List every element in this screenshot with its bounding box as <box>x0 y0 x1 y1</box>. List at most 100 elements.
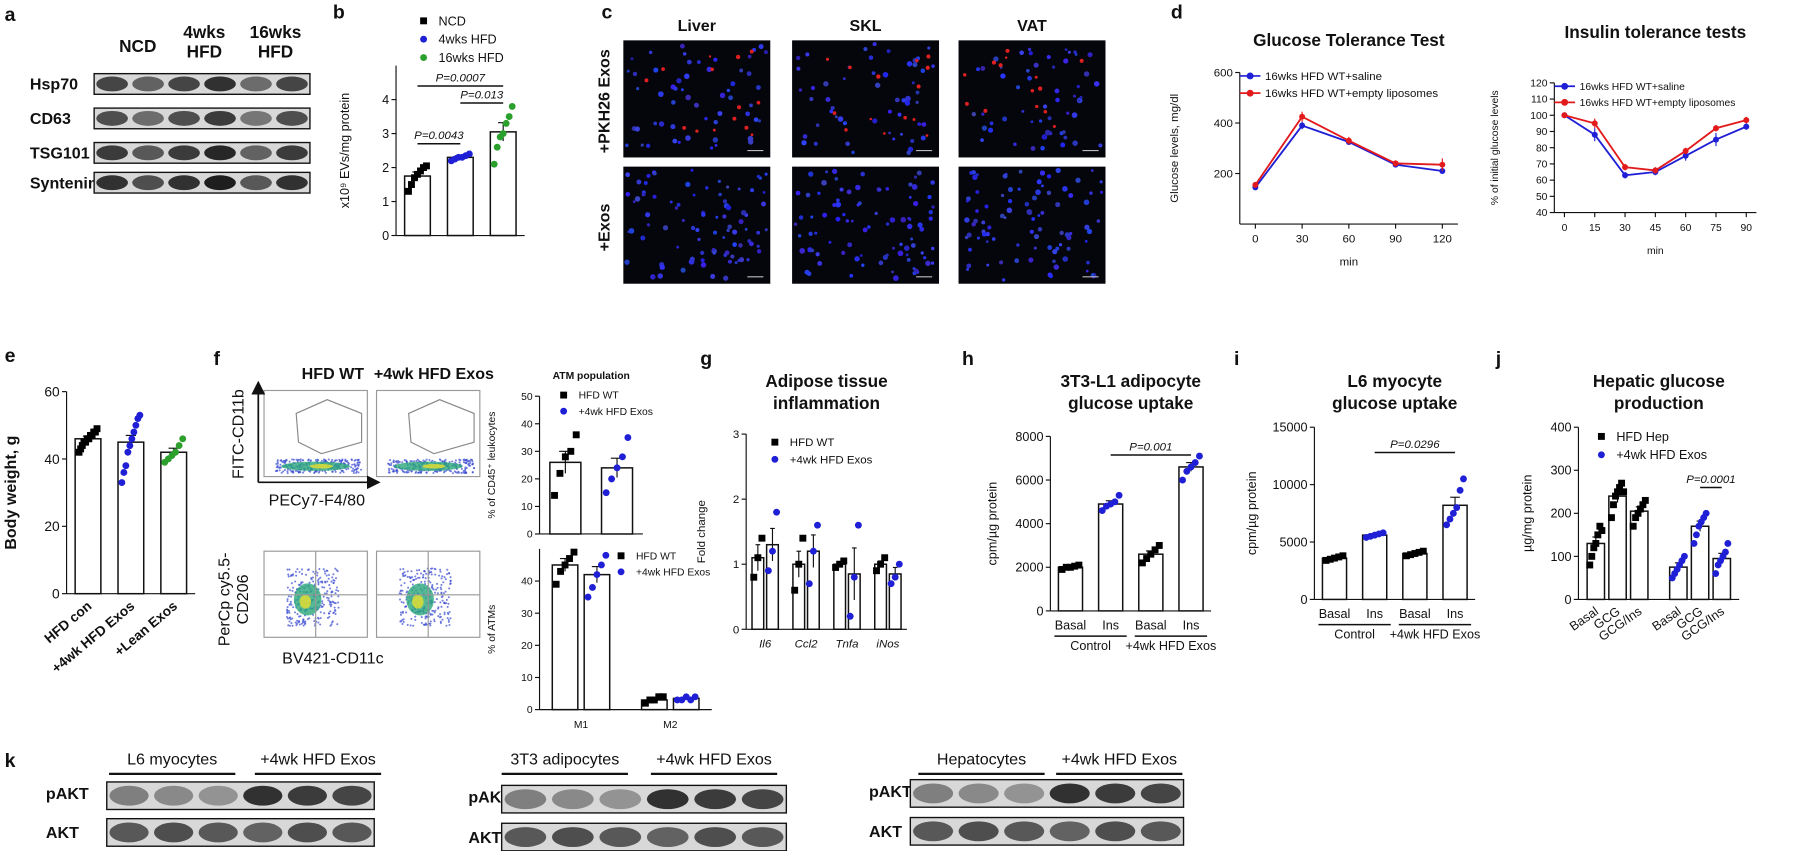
y-tick-label: 10000 <box>1272 478 1307 492</box>
flow-event <box>300 622 303 625</box>
flow-event <box>436 586 439 589</box>
axis-label: PECy7-F4/80 <box>269 491 365 509</box>
flow-event <box>290 603 293 606</box>
flow-event <box>299 615 302 618</box>
flow-event <box>321 586 324 589</box>
nucleus <box>722 199 727 204</box>
legend-label: 4wks HFD <box>439 33 497 47</box>
nucleus <box>920 68 926 74</box>
data-point <box>1622 164 1629 171</box>
flow-event <box>351 463 354 466</box>
nucleus <box>681 218 685 223</box>
flow-event <box>336 623 339 626</box>
flow-event <box>443 611 446 614</box>
flow-event <box>436 592 439 595</box>
nucleus <box>709 146 714 150</box>
flow-event <box>353 463 356 466</box>
flow-event <box>336 601 340 604</box>
blot-band <box>240 110 272 126</box>
flow-event <box>285 459 288 462</box>
blot-band <box>109 785 149 806</box>
flow-event <box>329 587 332 590</box>
data-point <box>508 102 516 110</box>
column-label: HFD <box>258 42 293 62</box>
flow-event <box>278 466 282 469</box>
row-label: TSG101 <box>30 145 90 163</box>
nucleus <box>908 196 912 199</box>
nucleus <box>657 91 664 97</box>
data-point <box>1586 561 1594 569</box>
flow-event <box>329 610 332 613</box>
row-label: AKT <box>46 824 79 842</box>
data-point <box>1594 531 1602 539</box>
data-point <box>1652 167 1659 174</box>
flow-event <box>457 470 460 473</box>
nucleus <box>854 256 860 262</box>
exo-signal <box>883 132 886 135</box>
flow-event <box>296 568 299 571</box>
y-tick-label: 2 <box>382 161 389 175</box>
nucleus <box>1027 75 1032 81</box>
flow-event <box>388 463 391 467</box>
bar <box>1057 566 1084 612</box>
nucleus <box>738 218 744 225</box>
flow-event <box>304 622 307 625</box>
flow-event <box>355 468 358 471</box>
nucleus <box>1062 130 1066 134</box>
flow-event <box>448 587 451 590</box>
flow-event <box>334 567 337 570</box>
data-point <box>130 428 138 436</box>
exo-signal <box>749 49 754 54</box>
blot-band <box>198 822 238 843</box>
blot-band <box>958 783 999 804</box>
data-point <box>1456 486 1464 494</box>
y-tick-label: 120 <box>1530 78 1547 89</box>
flow-event <box>302 624 305 627</box>
flow-event <box>280 471 283 474</box>
nucleus <box>1054 88 1060 94</box>
flow-event <box>447 613 450 616</box>
flow-event <box>298 570 301 574</box>
flow-event <box>317 581 320 584</box>
flow-event <box>454 461 457 464</box>
data-point <box>758 534 766 542</box>
column-label: +4wk HFD Exos <box>656 751 772 769</box>
nucleus <box>872 42 877 47</box>
nucleus <box>722 214 727 219</box>
data-point <box>124 448 132 456</box>
legend-marker <box>771 438 779 446</box>
nucleus <box>905 253 909 257</box>
flow-event <box>437 606 440 609</box>
flow-event <box>409 576 412 580</box>
flow-event <box>410 617 413 620</box>
flow-event <box>425 615 428 618</box>
row-label: +PKH26 Exos <box>596 49 614 153</box>
nucleus <box>670 124 676 130</box>
flow-event <box>286 606 289 609</box>
nucleus <box>640 235 646 241</box>
flow-event <box>445 602 448 605</box>
flow-event <box>317 583 320 586</box>
flow-event <box>467 459 470 462</box>
nucleus <box>908 182 913 187</box>
nucleus <box>636 179 640 183</box>
flow-event <box>440 588 443 591</box>
flow-event <box>400 584 403 587</box>
flow-event <box>420 581 423 584</box>
data-point <box>179 435 187 443</box>
x-tick-label: Ins <box>1102 618 1119 632</box>
blot-band <box>204 110 236 126</box>
flow-event <box>439 586 442 589</box>
group-label: +4wk HFD Exos <box>1126 639 1217 653</box>
blot-band <box>741 827 784 847</box>
flow-event <box>285 616 289 619</box>
nucleus <box>891 270 894 274</box>
blot-band <box>504 789 547 810</box>
flow-event <box>334 470 337 473</box>
nucleus <box>1099 180 1103 184</box>
flow-event <box>439 620 442 623</box>
nucleus <box>1016 85 1021 90</box>
nucleus <box>685 181 691 188</box>
nucleus <box>680 88 684 92</box>
y-tick-label: 200 <box>1551 507 1572 521</box>
